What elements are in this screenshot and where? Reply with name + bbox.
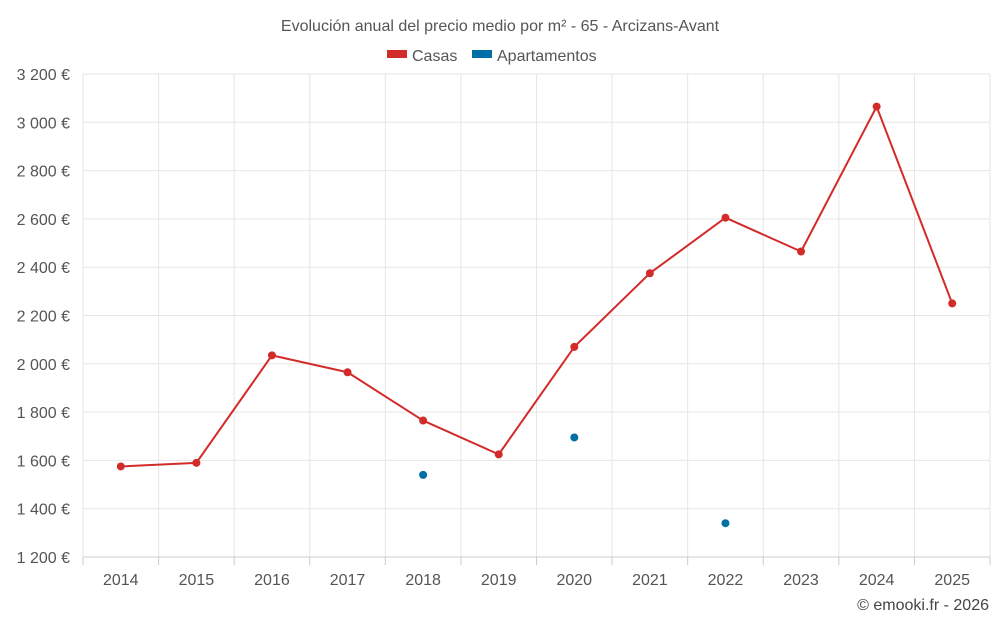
- y-tick-label: 2 400 €: [17, 260, 70, 277]
- y-tick-label: 2 600 €: [17, 212, 70, 229]
- legend-swatch: [472, 50, 492, 58]
- x-tick-label: 2025: [934, 572, 970, 589]
- legend-item-casas[interactable]: Casas: [387, 48, 457, 65]
- x-tick-label: 2021: [632, 572, 668, 589]
- data-point-apartamentos-2018[interactable]: [419, 470, 428, 479]
- x-tick-label: 2022: [708, 572, 744, 589]
- data-point-casas-2024[interactable]: [872, 102, 881, 111]
- data-point-casas-2023[interactable]: [797, 247, 806, 256]
- x-tick-label: 2014: [103, 572, 139, 589]
- data-point-casas-2017[interactable]: [343, 368, 352, 377]
- data-point-casas-2025[interactable]: [948, 299, 957, 308]
- data-point-casas-2015[interactable]: [192, 458, 201, 467]
- y-tick-label: 1 200 €: [17, 550, 70, 567]
- x-tick-label: 2019: [481, 572, 517, 589]
- legend-swatch: [387, 50, 407, 58]
- y-tick-label: 1 600 €: [17, 453, 70, 470]
- y-tick-label: 2 800 €: [17, 164, 70, 181]
- x-tick-label: 2020: [556, 572, 592, 589]
- legend-label: Apartamentos: [497, 48, 597, 65]
- y-tick-label: 2 200 €: [17, 309, 70, 326]
- x-tick-label: 2018: [405, 572, 441, 589]
- legend-item-apartamentos[interactable]: Apartamentos: [472, 48, 597, 65]
- x-tick-label: 2023: [783, 572, 819, 589]
- chart-series: [116, 102, 957, 528]
- data-point-casas-2022[interactable]: [721, 213, 730, 222]
- y-tick-label: 1 800 €: [17, 405, 70, 422]
- data-point-apartamentos-2022[interactable]: [721, 519, 730, 528]
- data-point-casas-2020[interactable]: [570, 342, 579, 351]
- series-apartamentos: [419, 433, 730, 528]
- data-point-casas-2014[interactable]: [116, 462, 125, 471]
- x-tick-label: 2024: [859, 572, 895, 589]
- legend-label: Casas: [412, 48, 457, 65]
- series-line-casas: [120, 105, 954, 468]
- y-tick-label: 1 400 €: [17, 502, 70, 519]
- chart-axes: 1 200 € 1 400 € 1 600 € 1 800 € 2 000 € 2 200…: [17, 67, 991, 589]
- data-point-casas-2019[interactable]: [494, 450, 503, 459]
- y-tick-label: 3 200 €: [17, 67, 70, 84]
- x-tick-label: 2017: [330, 572, 366, 589]
- x-tick-label: 2015: [179, 572, 215, 589]
- y-tick-label: 2 000 €: [17, 357, 70, 374]
- chart-title: Evolución anual del precio medio por m² …: [281, 18, 720, 35]
- chart-legend: Casas Apartamentos: [387, 48, 597, 65]
- data-point-apartamentos-2020[interactable]: [570, 433, 579, 442]
- x-tick-label: 2016: [254, 572, 290, 589]
- data-point-casas-2021[interactable]: [645, 269, 654, 278]
- data-point-casas-2018[interactable]: [419, 416, 428, 425]
- y-tick-label: 3 000 €: [17, 115, 70, 132]
- data-point-casas-2016[interactable]: [267, 351, 276, 360]
- chart-grid: [82, 73, 991, 557]
- credit-text: © emooki.fr - 2026: [857, 597, 989, 614]
- series-casas: [116, 102, 957, 471]
